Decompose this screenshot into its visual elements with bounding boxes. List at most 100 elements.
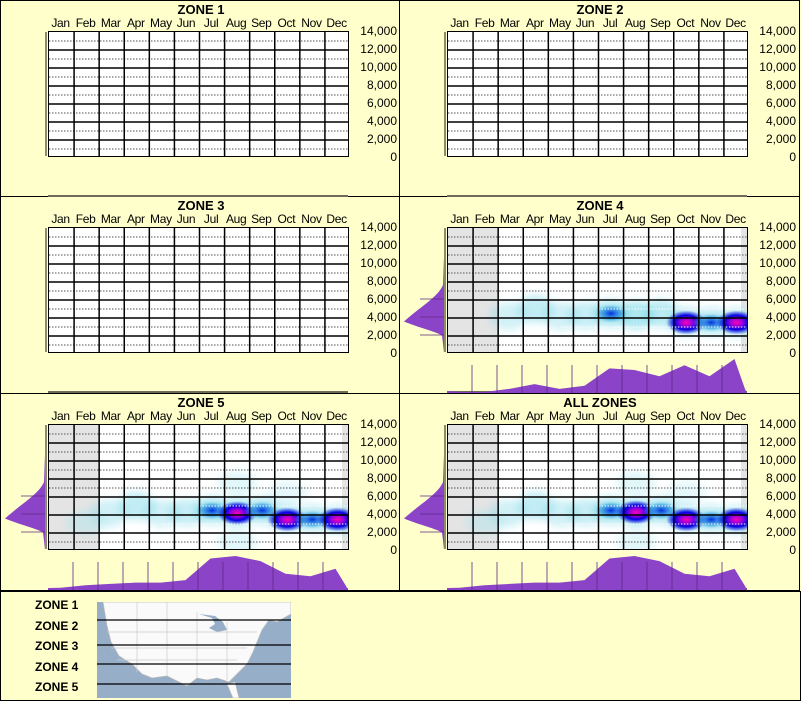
month-label: Aug bbox=[624, 212, 646, 226]
elevation-tick-label: 6,000 bbox=[765, 489, 796, 503]
panel-title: ZONE 2 bbox=[576, 2, 624, 17]
elevation-tick-label: 2,000 bbox=[366, 525, 397, 539]
month-label: Dec bbox=[725, 16, 746, 30]
month-label: Jul bbox=[203, 16, 219, 30]
month-label: May bbox=[150, 409, 172, 423]
elevation-tick-label: 8,000 bbox=[366, 274, 397, 288]
elevation-axis-bar bbox=[45, 228, 47, 352]
elevation-tick-label: 14,000 bbox=[360, 24, 397, 38]
month-label: Oct bbox=[676, 409, 695, 423]
heatmap-plot bbox=[447, 31, 748, 157]
elevation-tick-label: 14,000 bbox=[759, 24, 796, 38]
elevation-axis: 14,000 12,000 10,000 8,000 6,000 4,000 2,000 0 bbox=[353, 417, 397, 561]
month-label: Feb bbox=[474, 409, 495, 423]
month-label: Aug bbox=[225, 409, 247, 423]
elevation-tick-label: 6,000 bbox=[765, 96, 796, 110]
elevation-tick-label: 12,000 bbox=[360, 238, 397, 252]
month-label: Jun bbox=[176, 409, 196, 423]
monthly-histogram bbox=[447, 552, 747, 590]
month-label: Mar bbox=[499, 212, 520, 226]
month-label: Mar bbox=[100, 212, 121, 226]
month-label: Jun bbox=[176, 212, 196, 226]
elevation-axis: 14,000 12,000 10,000 8,000 6,000 4,000 2,000 0 bbox=[752, 24, 796, 168]
elevation-tick-label: 12,000 bbox=[759, 42, 796, 56]
month-label: Jul bbox=[203, 409, 219, 423]
elevation-tick-label: 6,000 bbox=[765, 292, 796, 306]
month-axis: Jan Feb Mar Apr May Jun Jul Aug Sep Oct Nov Dec bbox=[48, 16, 350, 30]
elevation-tick-label: 14,000 bbox=[360, 220, 397, 234]
month-label: Oct bbox=[277, 212, 296, 226]
legend-zone-4: ZONE 4 bbox=[35, 659, 79, 674]
month-label: Jul bbox=[602, 16, 618, 30]
month-label: Nov bbox=[700, 409, 721, 423]
month-label: Oct bbox=[676, 212, 695, 226]
elevation-tick-label: 12,000 bbox=[360, 42, 397, 56]
panel-zone-3: ZONE 3 Jan Feb Mar Apr May Jun Jul Aug Sep Oct Nov… bbox=[0, 197, 400, 394]
elevation-axis-bar bbox=[444, 425, 446, 549]
month-label: Jan bbox=[450, 409, 469, 423]
month-label: Dec bbox=[725, 212, 746, 226]
panel-title: ALL ZONES bbox=[563, 395, 637, 410]
month-label: Nov bbox=[700, 212, 721, 226]
month-label: Nov bbox=[301, 16, 322, 30]
heatmap-plot bbox=[447, 424, 748, 550]
month-label: May bbox=[150, 212, 172, 226]
month-label: Jun bbox=[575, 212, 595, 226]
month-label: Jun bbox=[176, 16, 196, 30]
month-label: Sep bbox=[251, 212, 272, 226]
elevation-tick-label: 14,000 bbox=[360, 417, 397, 431]
month-label: Sep bbox=[251, 16, 272, 30]
elevation-tick-label: 4,000 bbox=[765, 507, 796, 521]
elevation-tick-label: 2,000 bbox=[366, 328, 397, 342]
month-label: Sep bbox=[650, 212, 671, 226]
month-label: Dec bbox=[326, 212, 347, 226]
month-label: May bbox=[549, 212, 571, 226]
elevation-histogram bbox=[1, 424, 47, 550]
panel-zone-4: ZONE 4 Jan Feb Mar Apr May Jun Jul Aug Sep Oct Nov… bbox=[400, 197, 800, 394]
month-axis: Jan Feb Mar Apr May Jun Jul Aug Sep Oct Nov Dec bbox=[48, 212, 350, 226]
month-label: Jan bbox=[51, 212, 70, 226]
elevation-tick-label: 10,000 bbox=[360, 256, 397, 270]
month-axis-bar bbox=[48, 391, 348, 393]
elevation-tick-label: 0 bbox=[789, 150, 796, 164]
panel-zone-1: ZONE 1 Jan Feb Mar Apr May Jun Jul Aug Sep Oct Nov… bbox=[0, 0, 400, 197]
month-label: Oct bbox=[277, 409, 296, 423]
month-label: May bbox=[150, 16, 172, 30]
elevation-tick-label: 10,000 bbox=[759, 256, 796, 270]
elevation-tick-label: 14,000 bbox=[759, 220, 796, 234]
month-label: Dec bbox=[725, 409, 746, 423]
elevation-tick-label: 4,000 bbox=[765, 310, 796, 324]
month-label: Mar bbox=[100, 409, 121, 423]
elevation-tick-label: 0 bbox=[789, 543, 796, 557]
heatmap-plot bbox=[447, 227, 748, 353]
month-label: Feb bbox=[75, 409, 96, 423]
elevation-tick-label: 2,000 bbox=[765, 328, 796, 342]
elevation-histogram bbox=[400, 424, 446, 550]
month-label: Jul bbox=[602, 212, 618, 226]
month-label: May bbox=[549, 409, 571, 423]
month-label: Dec bbox=[326, 16, 347, 30]
panel-zone-5: ZONE 5 Jan Feb Mar Apr May Jun Jul Aug Sep Oct Nov… bbox=[0, 394, 400, 591]
month-axis-bar bbox=[48, 195, 348, 197]
month-label: Sep bbox=[650, 16, 671, 30]
month-axis: Jan Feb Mar Apr May Jun Jul Aug Sep Oct Nov Dec bbox=[447, 409, 749, 423]
month-label: Jul bbox=[203, 212, 219, 226]
panel-all-zones: ALL ZONES Jan Feb Mar Apr May Jun Jul Aug Sep Oct… bbox=[400, 394, 800, 591]
month-label: Sep bbox=[650, 409, 671, 423]
elevation-tick-label: 2,000 bbox=[765, 132, 796, 146]
elevation-tick-label: 2,000 bbox=[765, 525, 796, 539]
month-label: Apr bbox=[126, 212, 145, 226]
month-label: Apr bbox=[525, 409, 544, 423]
month-label: Apr bbox=[126, 16, 145, 30]
month-label: Nov bbox=[301, 409, 322, 423]
panel-title: ZONE 4 bbox=[576, 198, 624, 213]
month-label: May bbox=[549, 16, 571, 30]
elevation-tick-label: 8,000 bbox=[366, 471, 397, 485]
month-label: Feb bbox=[474, 16, 495, 30]
panel-title: ZONE 5 bbox=[177, 395, 225, 410]
heatmap-plot bbox=[48, 424, 349, 550]
elevation-tick-label: 8,000 bbox=[366, 78, 397, 92]
legend-zone-3: ZONE 3 bbox=[35, 639, 79, 653]
elevation-tick-label: 8,000 bbox=[765, 274, 796, 288]
elevation-tick-label: 14,000 bbox=[759, 417, 796, 431]
